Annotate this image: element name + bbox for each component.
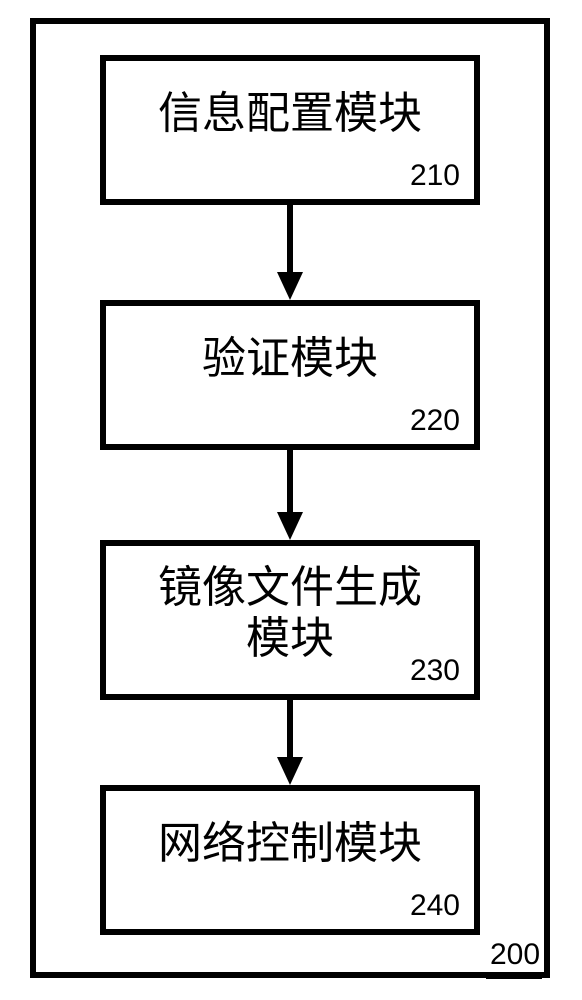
node-network-ctrl-number: 240 [410,889,460,923]
node-verify-number: 220 [410,404,460,438]
outer-frame-number: 200 [490,938,540,972]
diagram-canvas: 信息配置模块 210 验证模块 220 镜像文件生成 模块 230 网络控制模块… [0,0,582,1000]
node-info-config: 信息配置模块 210 [100,55,480,205]
node-network-ctrl: 网络控制模块 240 [100,785,480,935]
arrow-3 [275,700,305,785]
node-info-config-label: 信息配置模块 [158,89,422,140]
node-verify-label: 验证模块 [202,334,378,385]
arrow-2 [275,450,305,540]
node-image-gen: 镜像文件生成 模块 230 [100,540,480,700]
node-image-gen-number: 230 [410,654,460,688]
node-network-ctrl-label: 网络控制模块 [158,819,422,870]
node-image-gen-label: 镜像文件生成 模块 [158,563,422,664]
node-info-config-number: 210 [410,159,460,193]
outer-frame-number-underline [486,975,542,979]
node-verify: 验证模块 220 [100,300,480,450]
arrow-1 [275,205,305,300]
